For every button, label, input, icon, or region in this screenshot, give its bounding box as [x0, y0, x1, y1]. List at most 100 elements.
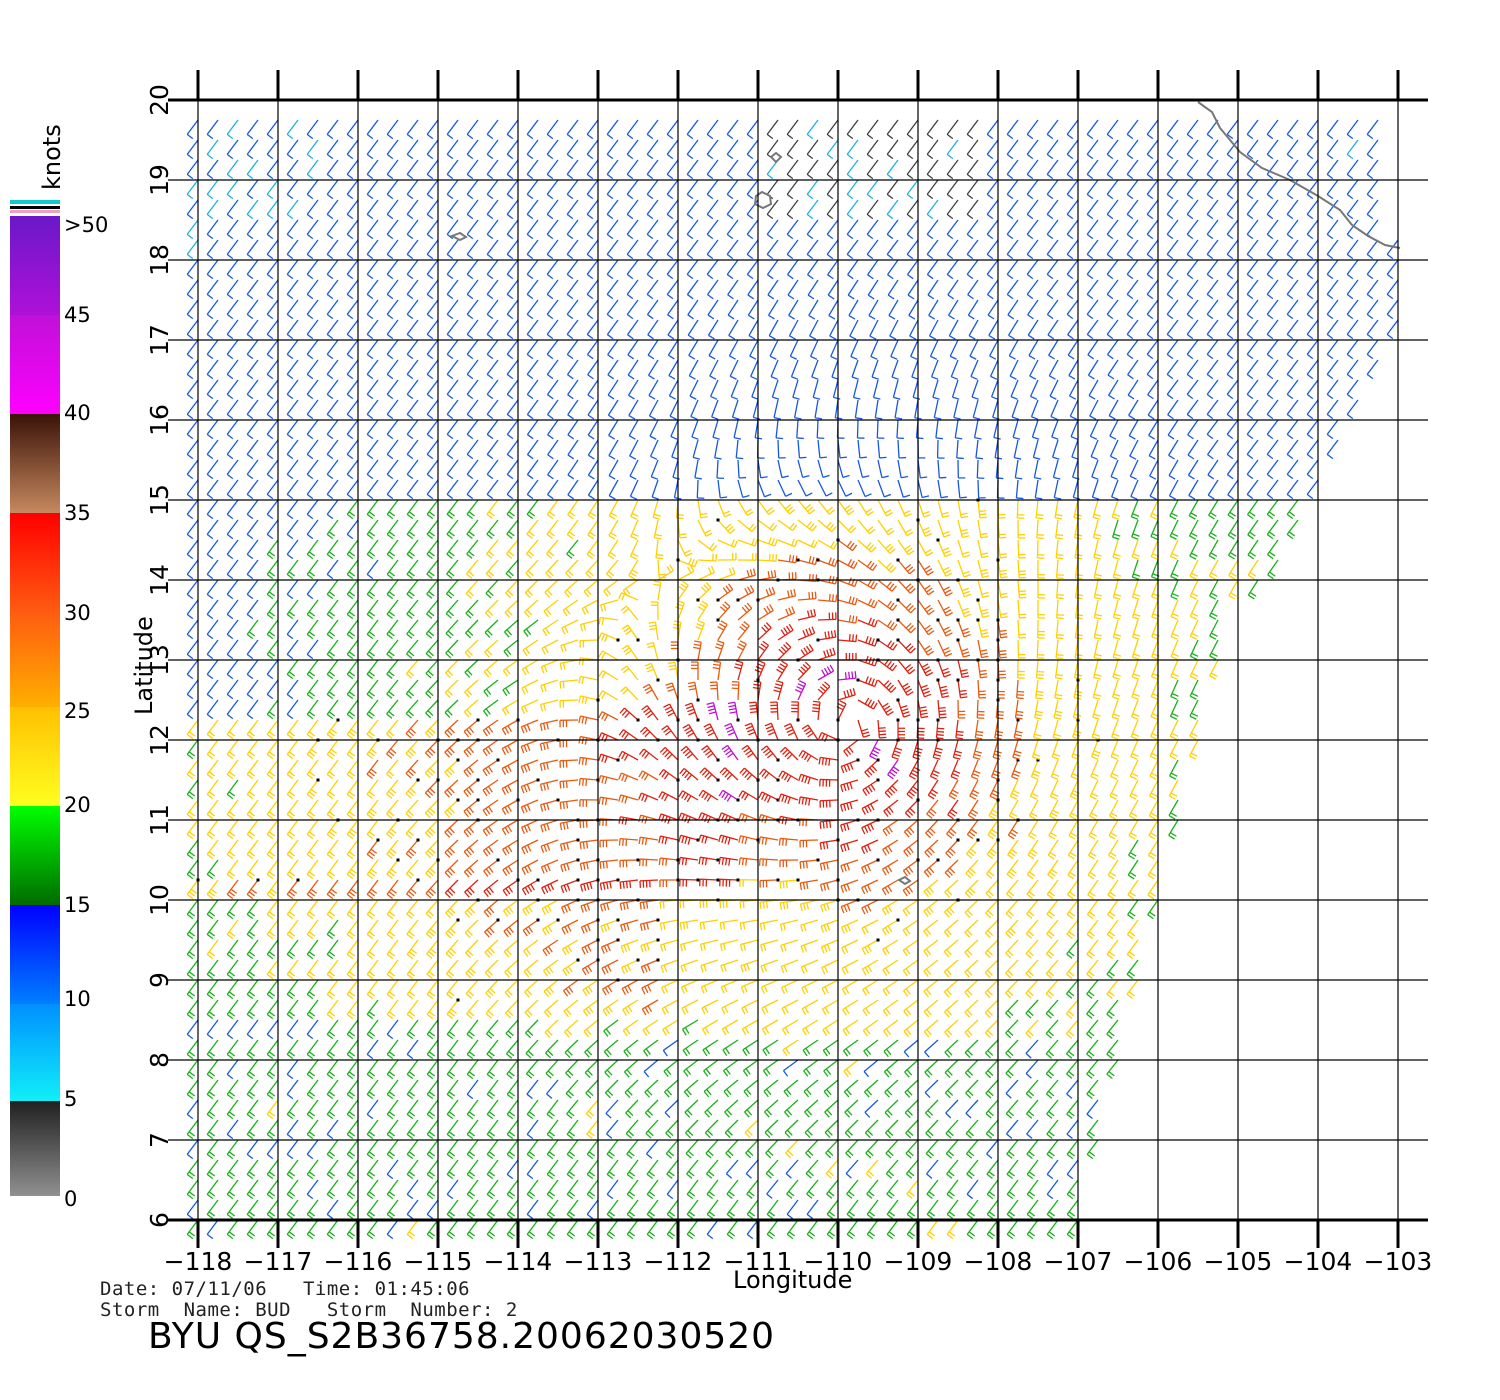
- wind-barb: [1169, 699, 1179, 720]
- wind-barb: [306, 939, 319, 960]
- wind-barb: [1168, 799, 1179, 820]
- wind-barb: [655, 539, 664, 560]
- wind-barb: [843, 739, 859, 757]
- wind-barb: [663, 1059, 679, 1078]
- wind-barb: [726, 159, 739, 180]
- wind-barb: [1131, 619, 1141, 640]
- wind-barb: [916, 578, 935, 596]
- wind-barb: [626, 239, 639, 260]
- wind-barb: [206, 339, 219, 360]
- wind-barb: [1129, 779, 1139, 800]
- wind-barb: [482, 758, 500, 777]
- wind-barb: [486, 419, 499, 440]
- wind-barb: [446, 499, 459, 520]
- wind-barb: [206, 439, 219, 460]
- wind-barb: [366, 1179, 379, 1200]
- wind-barb: [444, 839, 459, 858]
- wind-barb: [1074, 559, 1083, 580]
- wind-barb: [566, 259, 579, 280]
- wind-barb: [526, 1099, 539, 1120]
- wind-barb: [764, 1099, 779, 1118]
- wind-barb: [546, 519, 559, 540]
- wind-barb: [206, 399, 219, 420]
- wind-barb: [406, 579, 419, 599]
- wind-barb: [1106, 279, 1119, 300]
- wind-barb: [1189, 659, 1199, 680]
- wind-barb: [206, 159, 219, 180]
- wind-barb: [937, 579, 953, 597]
- y-tick-label: 6: [145, 1212, 174, 1228]
- wind-barb: [266, 1139, 279, 1160]
- wind-barb: [326, 1219, 339, 1240]
- wind-barb: [445, 918, 460, 939]
- wind-barb: [1093, 619, 1103, 640]
- legend-label: 30: [64, 601, 91, 625]
- wind-barb: [1206, 159, 1219, 180]
- wind-barb: [1111, 499, 1121, 520]
- wind-barb: [346, 1139, 359, 1160]
- wind-barb: [366, 539, 379, 560]
- wind-barb: [644, 1099, 659, 1119]
- wind-barb: [506, 1099, 519, 1120]
- wind-barb: [226, 739, 239, 760]
- wind-barb: [526, 359, 539, 380]
- wind-barb: [426, 1039, 439, 1060]
- wind-barb: [1306, 159, 1319, 180]
- wind-barb: [707, 319, 719, 340]
- wind-barb: [906, 1199, 919, 1220]
- wind-barb: [854, 399, 863, 420]
- wind-barb: [326, 999, 339, 1020]
- wind-barb: [1126, 139, 1139, 160]
- wind-barb: [1026, 1139, 1039, 1159]
- wind-barb: [666, 199, 679, 220]
- wind-barb: [740, 979, 759, 994]
- wind-barb: [444, 779, 459, 798]
- wind-barb: [946, 139, 959, 160]
- wind-barb: [798, 773, 819, 785]
- wind-barb: [925, 1119, 939, 1139]
- wind-barb: [486, 339, 499, 360]
- wind-barb: [1246, 279, 1259, 300]
- wind-barb: [726, 199, 739, 220]
- wind-barb: [1056, 579, 1064, 600]
- wind-barb: [186, 499, 199, 520]
- wind-barb: [326, 439, 339, 460]
- wind-barb: [426, 359, 439, 380]
- wind-barb: [505, 1039, 519, 1059]
- wind-barb: [764, 722, 779, 741]
- wind-barb: [1286, 139, 1299, 160]
- wind-barb: [346, 479, 359, 500]
- wind-barb: [186, 399, 199, 420]
- wind-barb: [903, 1019, 919, 1038]
- wind-barb: [690, 399, 699, 420]
- wind-barb: [866, 1179, 879, 1199]
- wind-barb: [1086, 1139, 1099, 1160]
- wind-barb: [956, 618, 971, 638]
- wind-barb: [606, 319, 619, 340]
- wind-barb: [861, 938, 880, 956]
- wind-barb: [754, 660, 766, 682]
- wind-barb: [1266, 359, 1279, 380]
- wind-barb: [1366, 319, 1379, 340]
- wind-barb: [1046, 1119, 1059, 1139]
- wind-barb: [946, 179, 959, 200]
- wind-barb: [749, 701, 759, 721]
- wind-barb: [521, 839, 539, 855]
- wind-barb: [206, 459, 219, 480]
- wind-barb: [445, 599, 459, 619]
- wind-barb: [758, 858, 779, 867]
- wind-barb: [923, 999, 939, 1018]
- wind-barb: [1025, 939, 1039, 959]
- wind-barb: [781, 979, 799, 995]
- wind-barb: [386, 1119, 399, 1140]
- wind-barb: [1168, 479, 1179, 500]
- wind-barb: [406, 159, 419, 180]
- x-tick-label: −109: [884, 1247, 953, 1276]
- wind-barb: [346, 719, 359, 740]
- wind-barb: [866, 139, 879, 160]
- wind-barb: [762, 1039, 779, 1057]
- wind-barb: [386, 1159, 399, 1180]
- wind-barb: [506, 439, 519, 460]
- wind-barb: [1208, 539, 1219, 560]
